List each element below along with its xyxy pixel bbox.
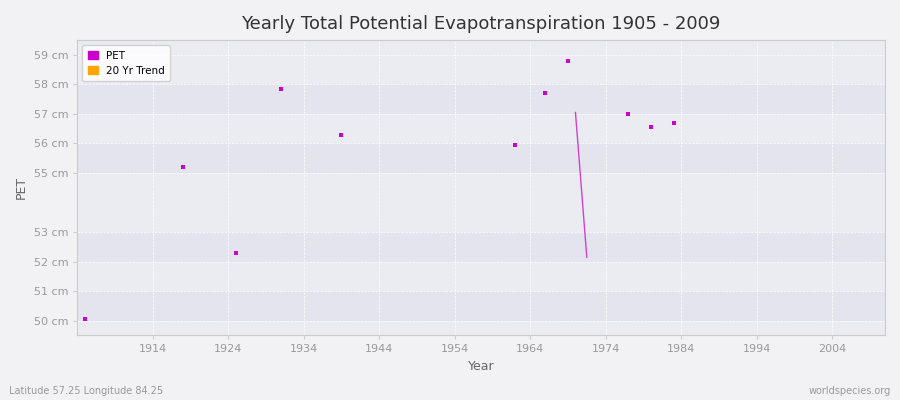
Bar: [77, 291, 885, 321]
Point: [176, 164, 190, 170]
Bar: [77, 114, 885, 144]
Point: [334, 132, 348, 138]
Y-axis label: PET: PET: [15, 176, 28, 199]
Point: [538, 90, 553, 96]
Bar: [77, 173, 885, 232]
Bar: [77, 84, 885, 114]
Point: [274, 86, 288, 92]
Text: Latitude 57.25 Longitude 84.25: Latitude 57.25 Longitude 84.25: [9, 386, 163, 396]
Bar: [77, 144, 885, 173]
Title: Yearly Total Potential Evapotranspiration 1905 - 2009: Yearly Total Potential Evapotranspiratio…: [241, 15, 721, 33]
Bar: [77, 262, 885, 291]
Point: [229, 250, 243, 256]
Point: [508, 142, 522, 148]
Legend: PET, 20 Yr Trend: PET, 20 Yr Trend: [83, 45, 170, 81]
X-axis label: Year: Year: [468, 360, 494, 373]
Bar: [77, 232, 885, 262]
Point: [77, 316, 92, 322]
Point: [561, 58, 575, 64]
Point: [666, 120, 680, 126]
Text: worldspecies.org: worldspecies.org: [809, 386, 891, 396]
Point: [621, 111, 635, 117]
Point: [644, 124, 658, 130]
Bar: [77, 55, 885, 84]
